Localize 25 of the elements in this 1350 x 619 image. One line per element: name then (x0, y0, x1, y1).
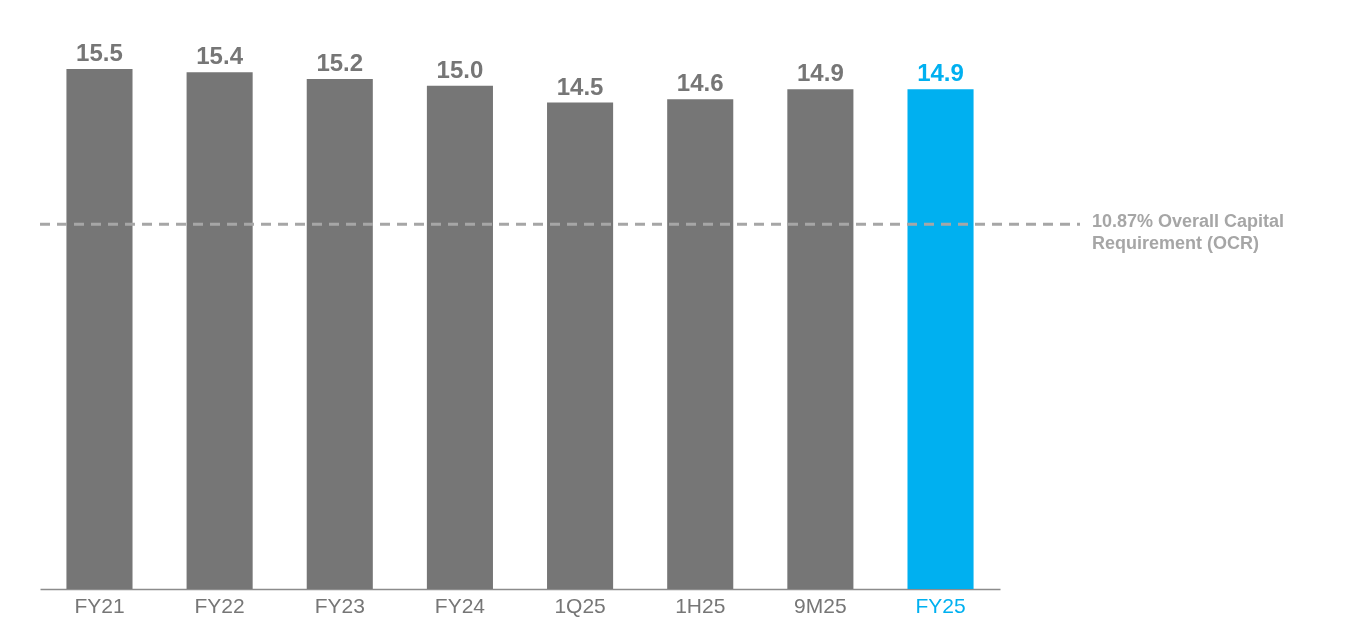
x-tick-label: FY25 (915, 593, 966, 617)
bar (907, 89, 974, 589)
bar (426, 85, 493, 589)
bar (66, 69, 133, 589)
data-label: 15.2 (316, 49, 364, 77)
x-tick-label: 9M25 (794, 593, 847, 617)
x-tick-label: 1H25 (675, 593, 726, 617)
bar (787, 89, 854, 589)
data-label: 15.4 (196, 42, 244, 70)
data-label: 15.0 (436, 55, 484, 83)
data-label: 14.6 (676, 69, 724, 97)
data-label: 14.5 (556, 72, 604, 100)
bar (186, 72, 253, 589)
bar (306, 79, 373, 589)
ref-line-label: 10.87% Overall Capital Requirement (OCR) (1092, 211, 1285, 254)
x-tick-label: FY22 (194, 593, 245, 617)
data-label: 14.9 (797, 59, 844, 87)
data-label: 15.5 (76, 39, 123, 66)
bar (547, 102, 614, 589)
x-tick-label: FY21 (74, 593, 125, 617)
x-tick-label: 1Q25 (554, 593, 606, 617)
bar (667, 99, 734, 589)
data-label: 14.9 (917, 59, 964, 87)
x-tick-label: FY24 (434, 593, 486, 617)
x-tick-label: FY23 (314, 593, 365, 617)
